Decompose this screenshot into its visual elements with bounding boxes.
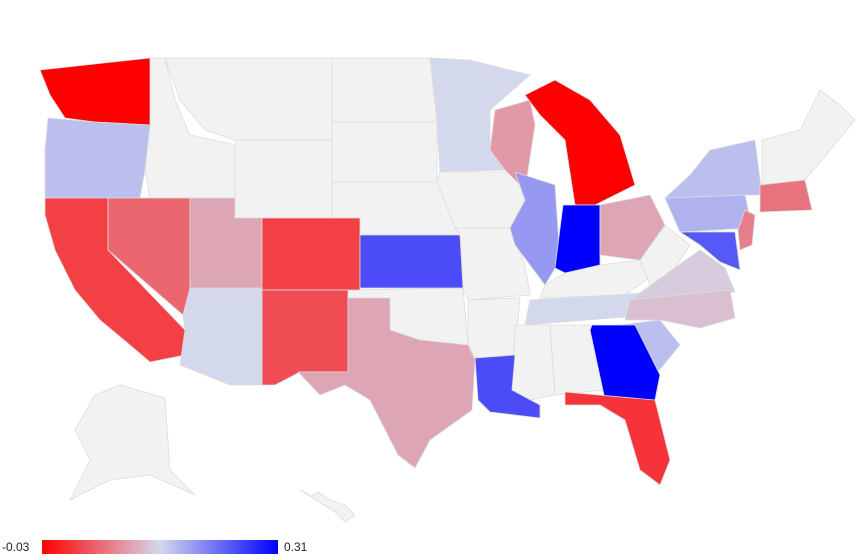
legend-min-label: -0.03	[2, 540, 30, 554]
state-no-data	[511, 324, 556, 401]
state	[474, 354, 541, 419]
state	[179, 287, 263, 386]
state-no-data	[467, 297, 521, 359]
state	[359, 234, 464, 289]
state	[564, 391, 671, 486]
state	[679, 231, 741, 271]
state-no-data	[549, 324, 606, 396]
state	[261, 217, 361, 291]
state	[509, 171, 561, 286]
state-no-data	[234, 139, 333, 219]
state-no-data	[69, 384, 196, 501]
state	[261, 289, 349, 386]
color-legend-bar	[42, 540, 278, 554]
state	[297, 297, 476, 469]
states	[39, 57, 856, 523]
state	[599, 194, 666, 261]
state	[44, 117, 151, 199]
state-no-data	[761, 89, 856, 186]
state	[759, 179, 813, 213]
state	[524, 79, 636, 206]
state-no-data	[331, 57, 438, 123]
state	[737, 209, 756, 251]
state	[664, 139, 763, 199]
state-no-data	[164, 57, 333, 141]
state-no-data	[299, 489, 356, 523]
state	[554, 204, 601, 274]
legend-max-label: 0.31	[284, 540, 308, 554]
state-no-data	[331, 121, 438, 183]
state	[39, 57, 151, 126]
